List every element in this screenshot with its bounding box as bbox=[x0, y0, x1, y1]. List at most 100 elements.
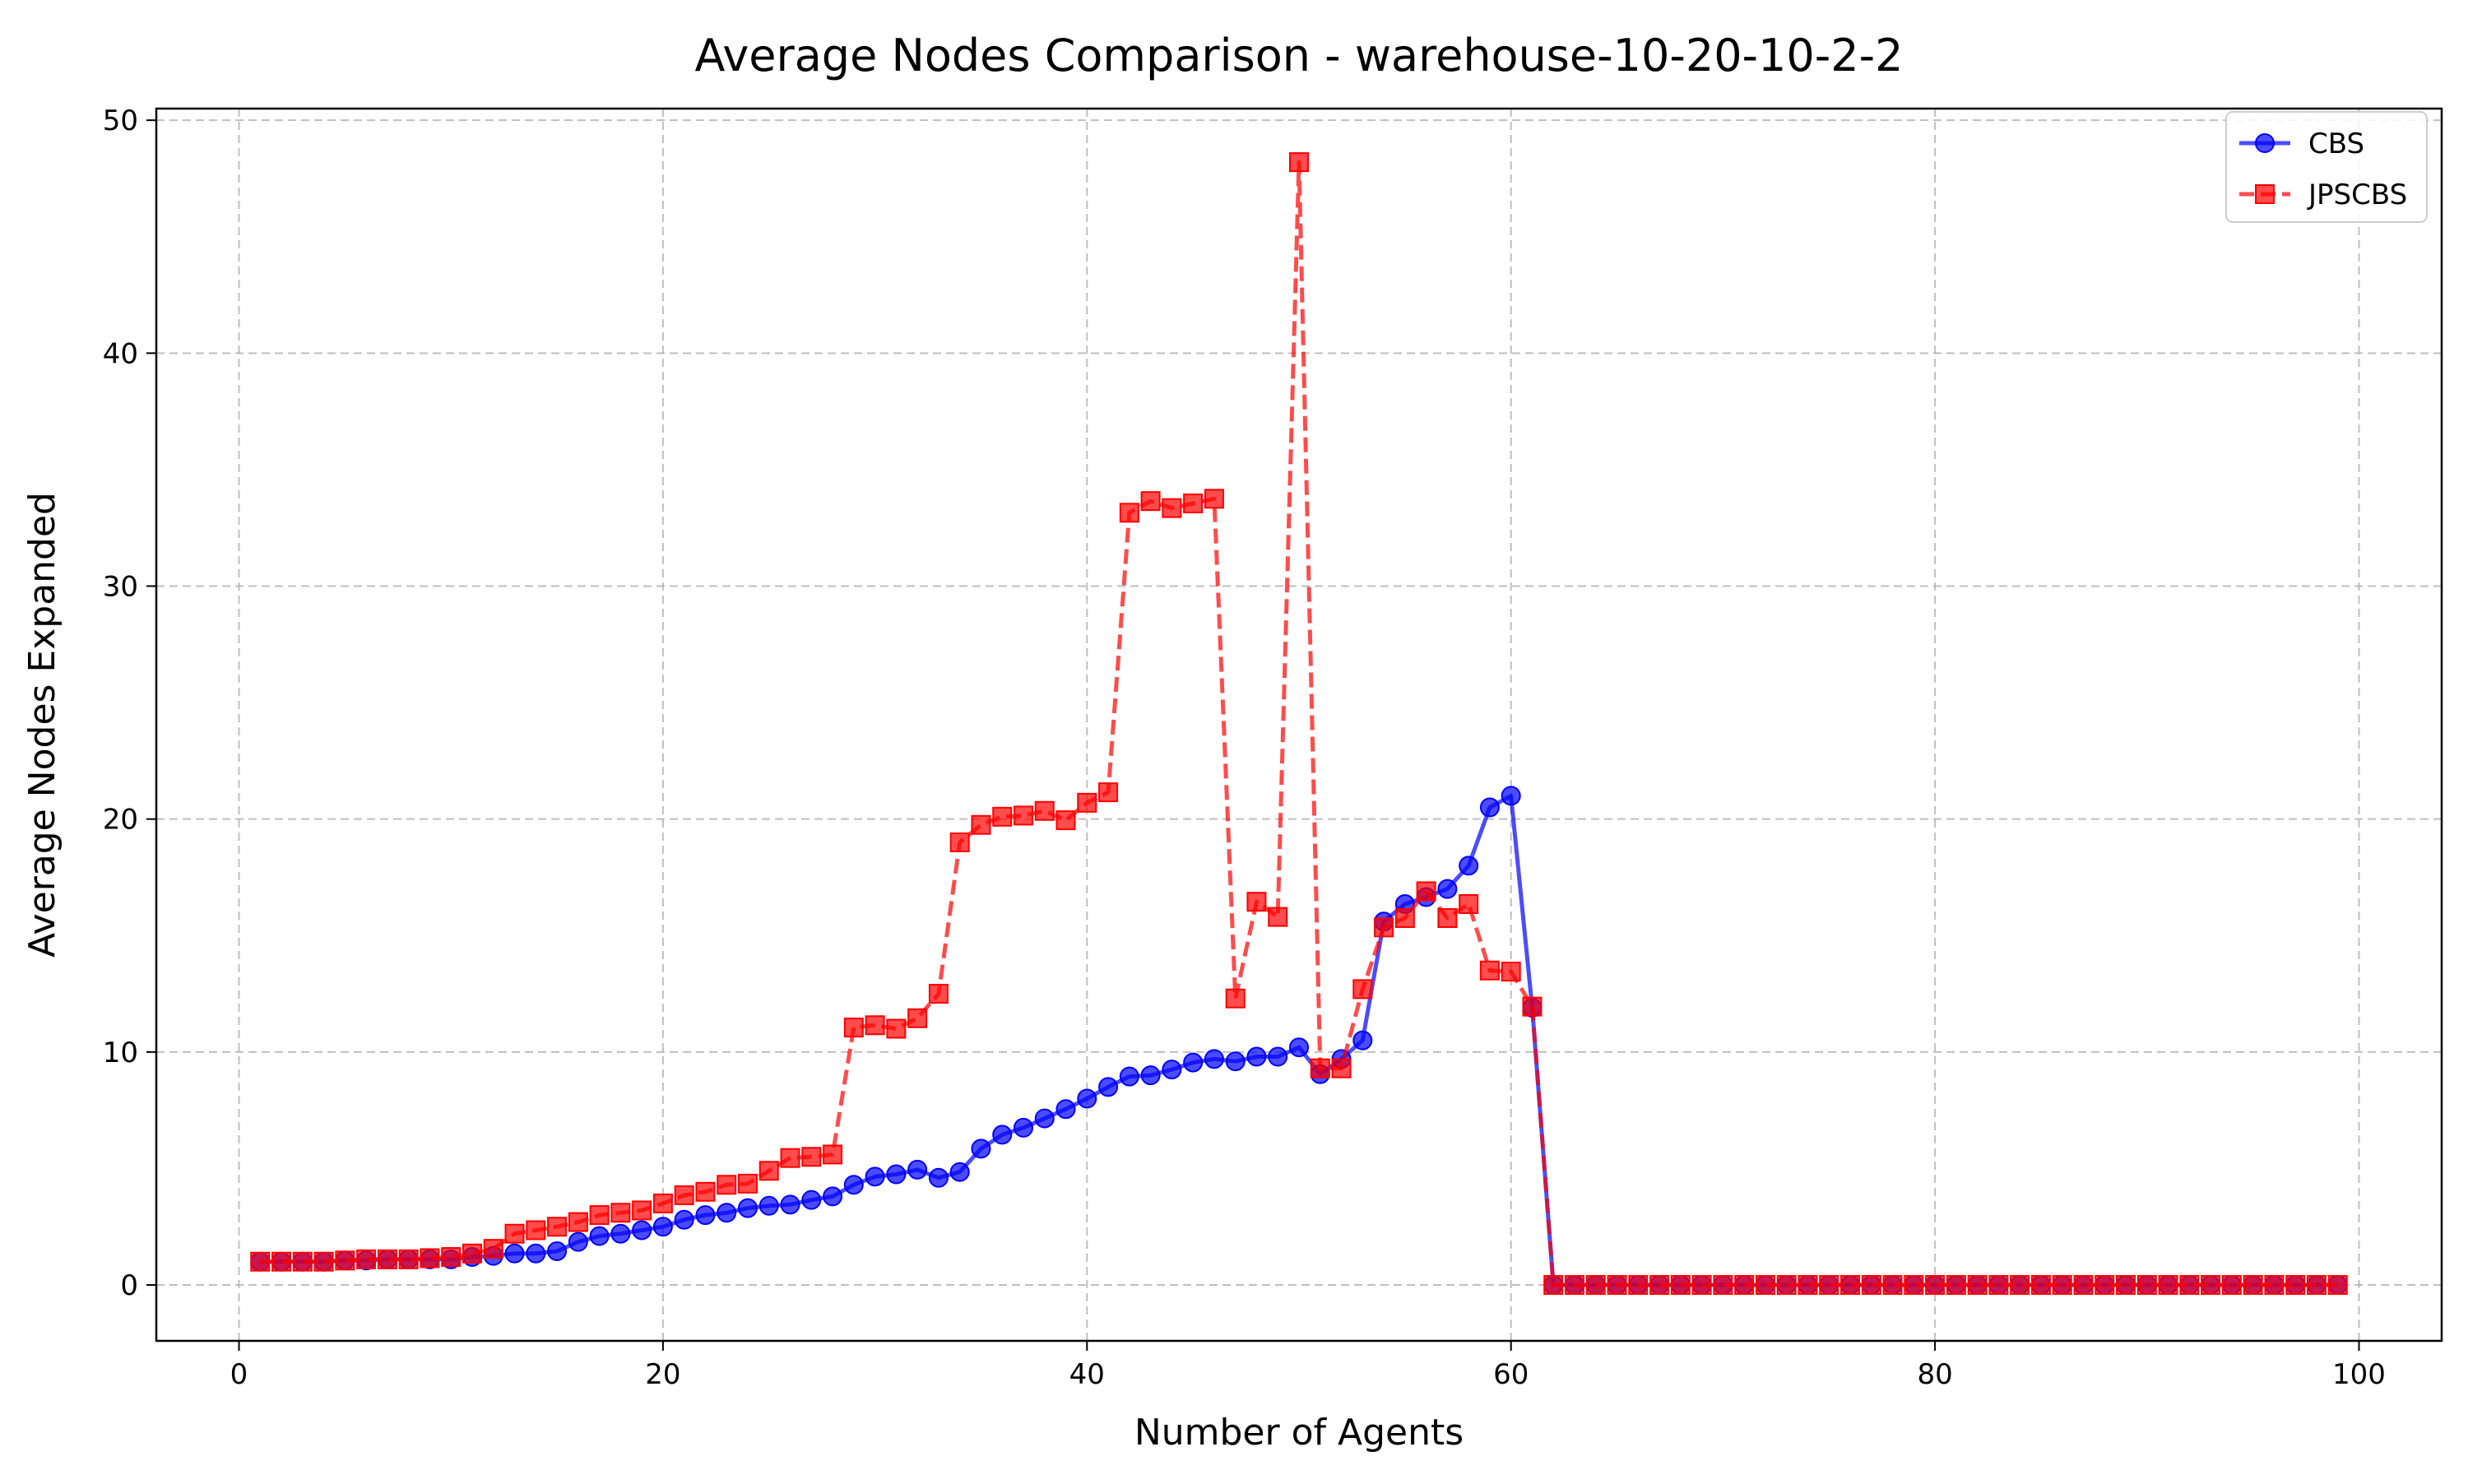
x-tick-label: 60 bbox=[1493, 1358, 1529, 1391]
data-point bbox=[1268, 907, 1288, 927]
data-point bbox=[1098, 1077, 1119, 1097]
data-point bbox=[1013, 805, 1033, 826]
y-tick-label: 0 bbox=[120, 1269, 138, 1302]
data-point bbox=[652, 1217, 673, 1237]
data-point bbox=[1225, 988, 1246, 1009]
data-point bbox=[1119, 503, 1139, 523]
data-point bbox=[1204, 489, 1224, 509]
data-point bbox=[1162, 498, 1182, 518]
x-tick-label: 80 bbox=[1917, 1358, 1952, 1391]
data-point bbox=[1522, 996, 1542, 1017]
x-tick-label: 40 bbox=[1069, 1358, 1105, 1391]
data-point bbox=[2285, 1275, 2306, 1296]
data-point bbox=[928, 984, 949, 1004]
data-point bbox=[2073, 1275, 2094, 1296]
data-point bbox=[1394, 908, 1415, 929]
data-point bbox=[1565, 1275, 1585, 1296]
data-point bbox=[335, 1250, 355, 1271]
data-point bbox=[1204, 1049, 1224, 1069]
legend-label: CBS bbox=[2308, 128, 2364, 160]
data-point bbox=[1670, 1275, 1691, 1296]
data-point bbox=[1776, 1275, 1797, 1296]
legend-marker bbox=[2255, 133, 2275, 153]
data-point bbox=[547, 1217, 568, 1237]
data-point bbox=[1607, 1275, 1627, 1296]
data-point bbox=[250, 1251, 271, 1272]
data-point bbox=[1374, 917, 1394, 938]
x-tick-label: 100 bbox=[2332, 1358, 2386, 1391]
data-point bbox=[758, 1161, 779, 1181]
data-point bbox=[674, 1209, 694, 1230]
data-point bbox=[971, 814, 991, 835]
data-point bbox=[843, 1175, 864, 1195]
grid bbox=[156, 109, 2442, 1341]
data-point bbox=[907, 1159, 928, 1180]
data-point bbox=[1140, 491, 1161, 512]
chart-title: Average Nodes Comparison - warehouse-10-… bbox=[695, 30, 1904, 81]
data-point bbox=[843, 1018, 864, 1038]
data-point bbox=[1183, 493, 1204, 513]
data-point bbox=[568, 1231, 588, 1252]
data-point bbox=[2306, 1275, 2327, 1296]
y-tick-label: 30 bbox=[103, 571, 138, 604]
data-point bbox=[356, 1249, 377, 1269]
data-point bbox=[1628, 1275, 1649, 1296]
data-point bbox=[1119, 1066, 1139, 1087]
x-tick-label: 20 bbox=[645, 1358, 680, 1391]
y-tick-label: 40 bbox=[103, 337, 138, 370]
data-point bbox=[949, 1162, 970, 1182]
data-point bbox=[1289, 152, 1309, 173]
data-point bbox=[652, 1193, 673, 1213]
data-point bbox=[1755, 1275, 1775, 1296]
data-point bbox=[610, 1223, 631, 1244]
data-point bbox=[1055, 810, 1076, 831]
data-point bbox=[441, 1247, 462, 1268]
data-point bbox=[526, 1243, 546, 1264]
y-tick-label: 10 bbox=[103, 1036, 138, 1069]
legend-box bbox=[2225, 111, 2428, 223]
data-point bbox=[526, 1220, 546, 1241]
y-tick-label: 50 bbox=[103, 104, 138, 137]
data-point bbox=[1140, 1065, 1161, 1086]
data-point bbox=[1437, 879, 1458, 899]
data-point bbox=[1882, 1275, 1903, 1296]
x-tick-label: 0 bbox=[230, 1358, 248, 1391]
data-point bbox=[504, 1223, 525, 1244]
data-point bbox=[886, 1018, 907, 1039]
data-point bbox=[2221, 1275, 2242, 1296]
data-point bbox=[2201, 1275, 2221, 1296]
data-point bbox=[2095, 1275, 2115, 1296]
legend: CBS JPSCBS bbox=[2225, 111, 2428, 223]
data-point bbox=[1162, 1060, 1182, 1080]
data-point bbox=[1183, 1052, 1204, 1073]
data-point bbox=[292, 1251, 313, 1272]
data-point bbox=[589, 1226, 610, 1246]
data-point bbox=[632, 1220, 652, 1241]
data-point bbox=[1798, 1275, 1818, 1296]
data-point bbox=[547, 1241, 568, 1261]
data-point bbox=[758, 1195, 779, 1216]
data-point bbox=[1734, 1275, 1755, 1296]
data-point bbox=[717, 1203, 737, 1223]
data-point bbox=[1479, 797, 1500, 818]
data-point bbox=[695, 1181, 716, 1202]
data-point bbox=[1501, 786, 1521, 806]
data-point bbox=[2136, 1275, 2157, 1296]
data-point bbox=[1946, 1275, 1966, 1296]
data-point bbox=[462, 1243, 482, 1264]
data-point bbox=[886, 1164, 907, 1185]
data-point bbox=[780, 1148, 800, 1168]
data-point bbox=[717, 1175, 737, 1195]
data-point bbox=[2052, 1275, 2072, 1296]
data-point bbox=[1055, 1099, 1076, 1120]
data-point bbox=[568, 1212, 588, 1232]
data-point bbox=[420, 1248, 440, 1268]
x-axis-label: Number of Agents bbox=[1134, 1412, 1464, 1454]
data-point bbox=[1840, 1275, 1861, 1296]
data-point bbox=[504, 1243, 525, 1264]
data-point bbox=[1501, 962, 1521, 982]
data-point bbox=[928, 1167, 949, 1188]
legend-label: JPSCBS bbox=[2307, 179, 2407, 211]
data-point bbox=[1331, 1058, 1352, 1078]
data-point bbox=[2327, 1275, 2348, 1296]
